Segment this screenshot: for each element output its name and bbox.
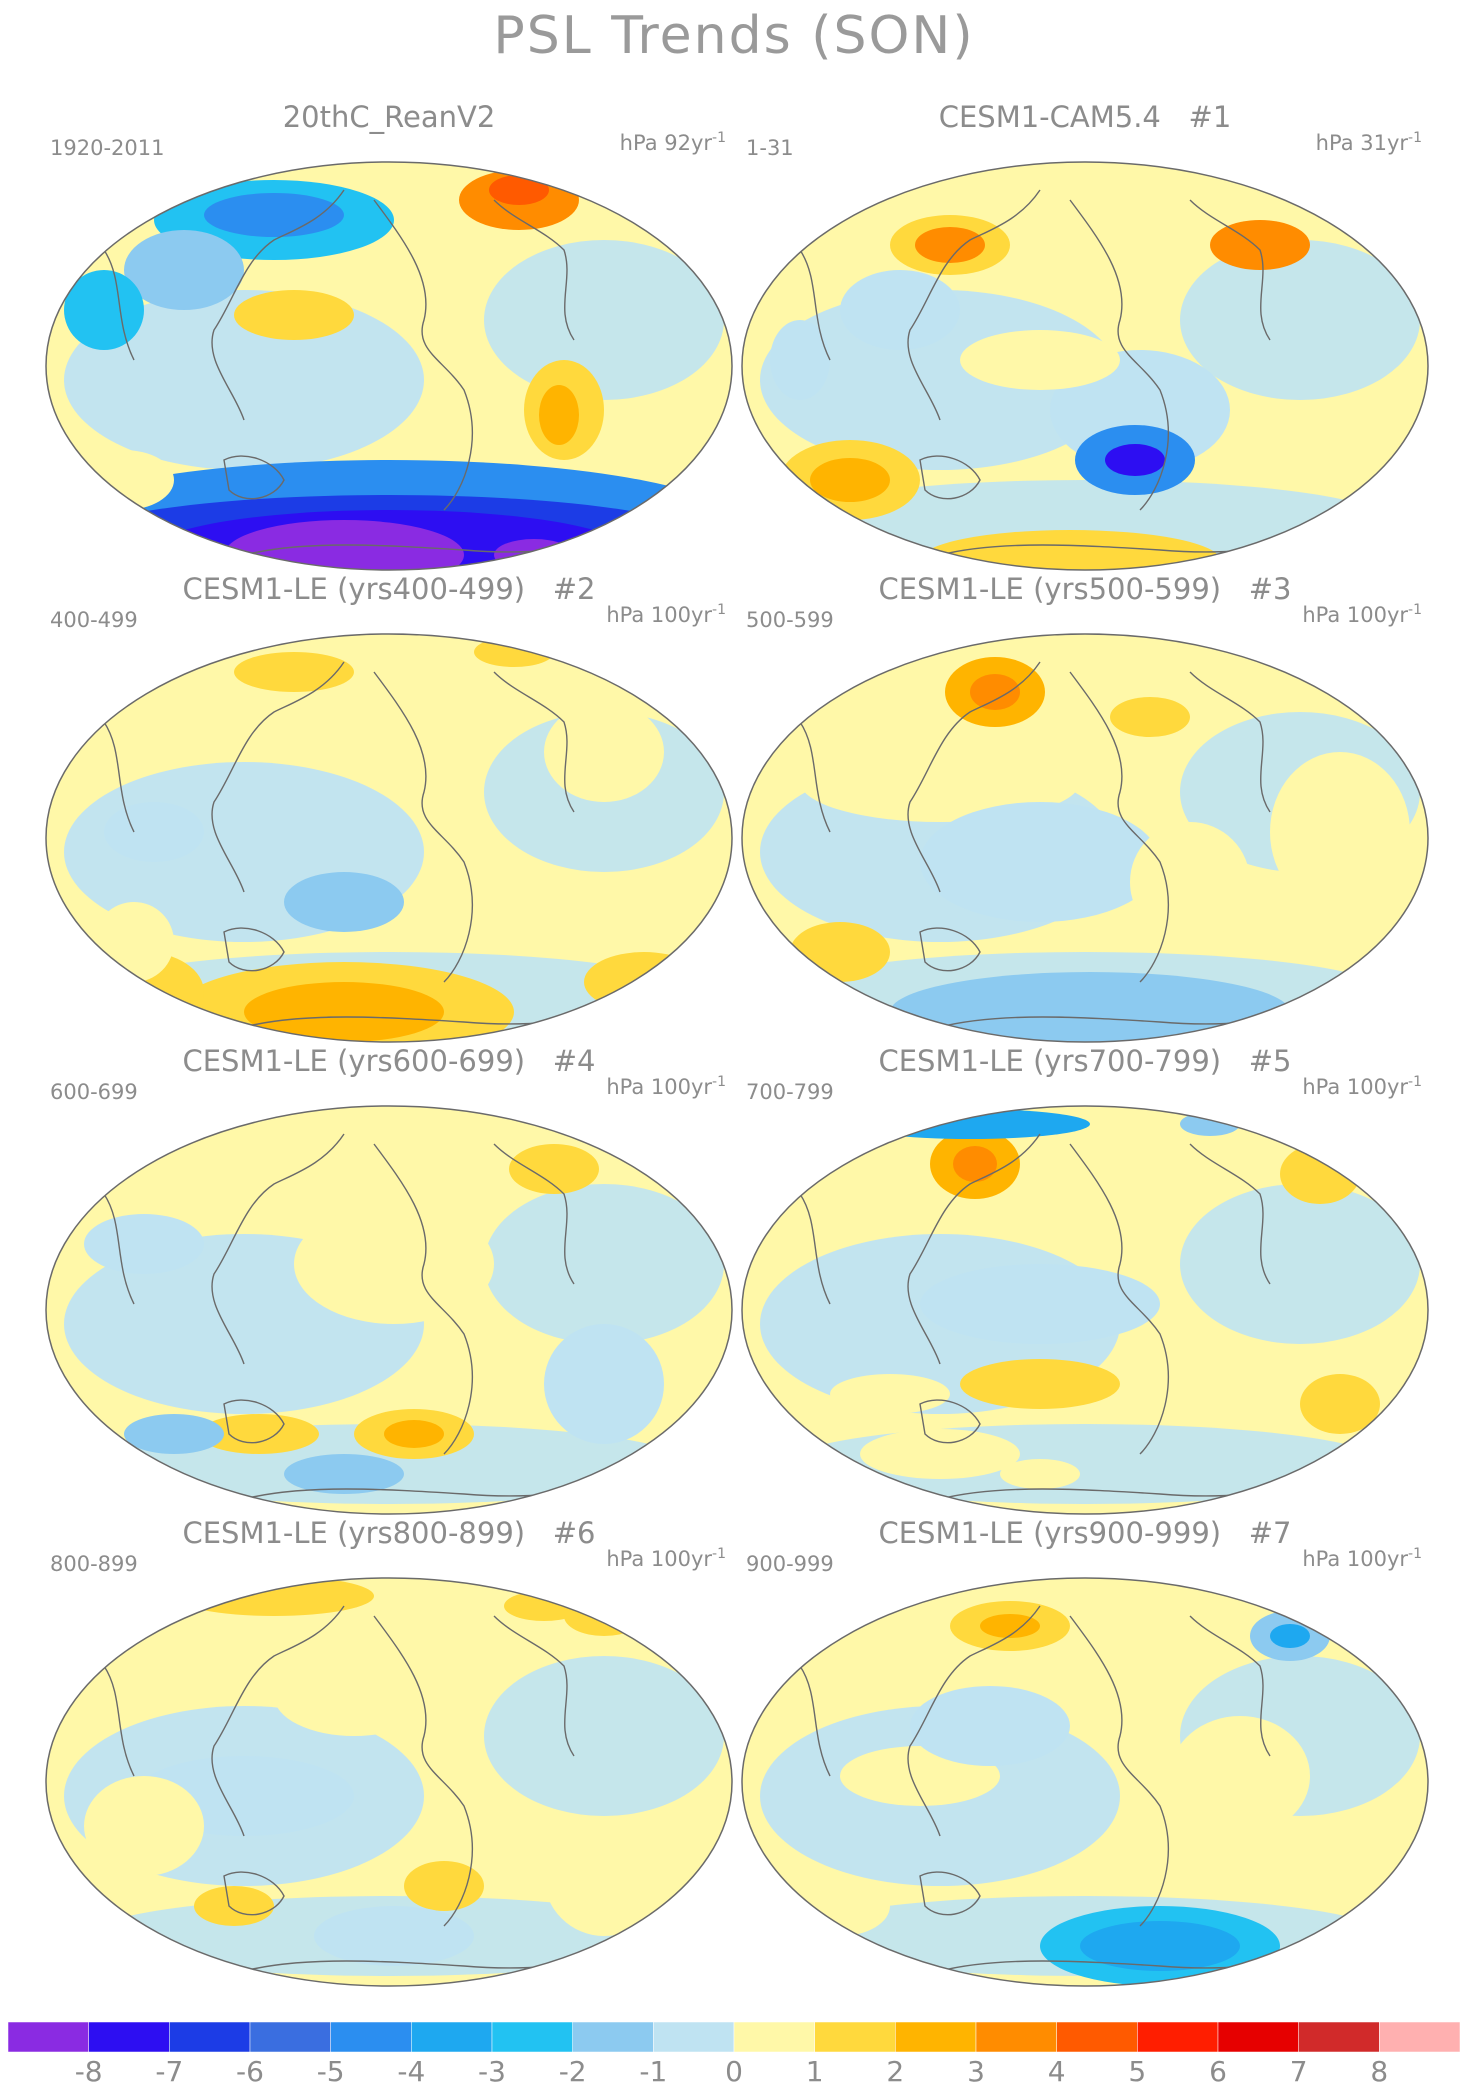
colorbar-tick-label: -2	[558, 2055, 587, 2088]
panel-units: hPa 100yr-1	[606, 1546, 726, 1571]
colorbar-tick-label: 6	[1209, 2055, 1227, 2088]
panel-years: 600-699	[50, 1080, 138, 1104]
colorbar-swatch	[895, 2022, 977, 2052]
panel-units: hPa 100yr-1	[1302, 602, 1422, 627]
panel-tag: #6	[525, 1516, 596, 1550]
panel-title: CESM1-LE (yrs900-999) #7	[740, 1516, 1430, 1550]
colorbar-tick-label: -6	[236, 2055, 264, 2088]
map-image	[741, 1577, 1429, 1987]
panel-title-text: CESM1-LE (yrs500-599)	[878, 572, 1222, 606]
map-image	[741, 633, 1429, 1043]
panel-tag: #7	[1221, 1516, 1292, 1550]
panel-years: 400-499	[50, 608, 138, 632]
panel-units: hPa 100yr-1	[606, 602, 726, 627]
colorbar-tick-label: -3	[478, 2055, 506, 2088]
panel-title-text: CESM1-LE (yrs600-699)	[182, 1044, 526, 1078]
panel-title-text: 20thC_ReanV2	[282, 100, 496, 134]
panel-title-text: CESM1-LE (yrs800-899)	[182, 1516, 526, 1550]
panel-units: hPa 92yr-1	[619, 130, 726, 155]
map-image	[741, 1105, 1429, 1515]
panel-years: 1920-2011	[50, 136, 165, 160]
panel-units: hPa 100yr-1	[606, 1074, 726, 1099]
panel-years: 500-599	[746, 608, 834, 632]
colorbar-tick-label: 5	[1128, 2055, 1147, 2088]
colorbar-swatch	[1056, 2022, 1138, 2052]
panel-title-text: CESM1-LE (yrs900-999)	[878, 1516, 1222, 1550]
panel-years: 1-31	[746, 136, 794, 160]
colorbar-swatch	[1217, 2022, 1299, 2052]
colorbar-tick-label: 4	[1047, 2055, 1066, 2088]
colorbar-swatch	[169, 2022, 251, 2052]
map-panel: CESM1-LE (yrs900-999) #7 900-999 hPa 100yr…	[740, 1516, 1430, 1987]
panel-title: 20thC_ReanV2	[44, 100, 734, 134]
colorbar	[8, 2022, 1460, 2052]
colorbar-swatch	[249, 2022, 331, 2052]
colorbar-tick-label: 7	[1289, 2055, 1308, 2088]
map-panel: 20thC_ReanV2 1920-2011 hPa 92yr-1	[44, 100, 734, 571]
colorbar-tick-label: -8	[74, 2055, 103, 2088]
panel-years: 800-899	[50, 1552, 138, 1576]
map-image	[45, 1105, 733, 1515]
colorbar-swatch	[653, 2022, 735, 2052]
panel-title: CESM1-LE (yrs500-599) #3	[740, 572, 1430, 606]
map-panel: CESM1-LE (yrs700-799) #5 700-799 hPa 100yr…	[740, 1044, 1430, 1515]
map-panel: CESM1-LE (yrs600-699) #4 600-699 hPa 100yr…	[44, 1044, 734, 1515]
figure-title: PSL Trends (SON)	[493, 6, 975, 66]
colorbar-swatch	[1298, 2022, 1380, 2052]
panel-title-text: CESM1-LE (yrs700-799)	[878, 1044, 1222, 1078]
colorbar-labels: -8 -7 -6 -5 -4 -3 -2 -1 0 1 2 3 4 5 6 7 8	[8, 2055, 1460, 2089]
map-image	[45, 1577, 733, 1987]
colorbar-tick-label: 0	[725, 2055, 743, 2088]
map-image	[45, 633, 733, 1043]
panel-title: CESM1-LE (yrs700-799) #5	[740, 1044, 1430, 1078]
colorbar-swatch	[733, 2022, 815, 2052]
panel-title: CESM1-LE (yrs600-699) #4	[44, 1044, 734, 1078]
panel-tag: #2	[525, 572, 596, 606]
colorbar-swatch	[975, 2022, 1057, 2052]
colorbar-tick-label: -4	[397, 2055, 426, 2088]
colorbar-tick-label: -1	[639, 2055, 668, 2088]
panel-title: CESM1-CAM5.4 #1	[740, 100, 1430, 134]
map-image	[45, 161, 733, 571]
panel-tag: #3	[1221, 572, 1292, 606]
panel-units: hPa 100yr-1	[1302, 1546, 1422, 1571]
map-panel: CESM1-LE (yrs400-499) #2 400-499 hPa 100yr…	[44, 572, 734, 1043]
colorbar-tick-label: 8	[1370, 2055, 1389, 2088]
colorbar-swatch	[411, 2022, 493, 2052]
map-panel: CESM1-LE (yrs500-599) #3 500-599 hPa 100yr…	[740, 572, 1430, 1043]
panel-title: CESM1-LE (yrs800-899) #6	[44, 1516, 734, 1550]
colorbar-tick-label: -5	[316, 2055, 345, 2088]
panel-title: CESM1-LE (yrs400-499) #2	[44, 572, 734, 606]
colorbar-swatch	[1137, 2022, 1219, 2052]
colorbar-swatch	[330, 2022, 412, 2052]
panel-tag: #1	[1160, 100, 1232, 134]
panel-tag: #5	[1221, 1044, 1292, 1078]
colorbar-tick-label: 3	[967, 2055, 985, 2088]
colorbar-swatch	[88, 2022, 170, 2052]
panel-title-text: CESM1-CAM5.4	[938, 100, 1161, 134]
panel-years: 700-799	[746, 1080, 834, 1104]
colorbar-swatch	[1379, 2022, 1460, 2052]
colorbar-tick-label: -7	[155, 2055, 184, 2088]
colorbar-tick-label: 1	[805, 2055, 824, 2088]
panel-title-text: CESM1-LE (yrs400-499)	[182, 572, 526, 606]
colorbar-swatch	[8, 2022, 89, 2052]
colorbar-tick-label: 2	[886, 2055, 905, 2088]
colorbar-swatch	[491, 2022, 573, 2052]
map-image	[741, 161, 1429, 571]
colorbar-swatch	[814, 2022, 896, 2052]
colorbar-swatch	[572, 2022, 654, 2052]
map-panel: CESM1-CAM5.4 #1 1-31 hPa 31yr-1	[740, 100, 1430, 571]
panel-tag: #4	[525, 1044, 596, 1078]
panel-years: 900-999	[746, 1552, 834, 1576]
panel-units: hPa 31yr-1	[1315, 130, 1422, 155]
panel-units: hPa 100yr-1	[1302, 1074, 1422, 1099]
map-panel: CESM1-LE (yrs800-899) #6 800-899 hPa 100yr…	[44, 1516, 734, 1987]
